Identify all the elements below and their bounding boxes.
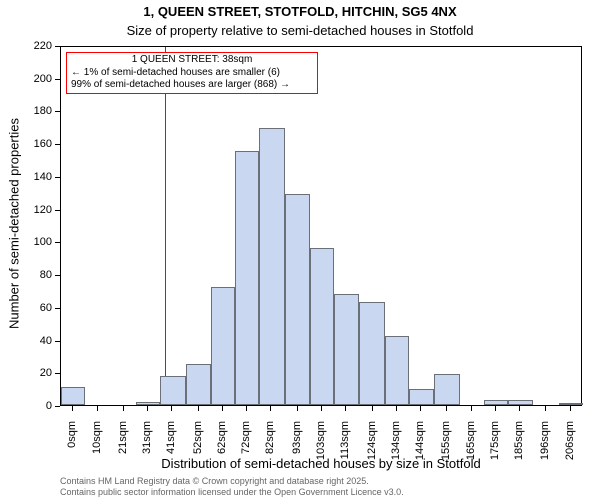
x-tick-label: 206sqm xyxy=(564,421,576,500)
x-tick-label: 31sqm xyxy=(141,421,153,500)
histogram-bar xyxy=(484,400,508,405)
credits-line-1: Contains HM Land Registry data © Crown c… xyxy=(60,476,404,487)
x-tick-label: 134sqm xyxy=(390,421,402,500)
subject-property-marker-line xyxy=(165,47,166,405)
x-tick-mark xyxy=(123,406,124,411)
y-tick-mark xyxy=(55,242,60,243)
x-tick-mark xyxy=(471,406,472,411)
x-tick-label: 196sqm xyxy=(539,421,551,500)
y-tick-label: 0 xyxy=(0,400,52,412)
x-tick-mark xyxy=(420,406,421,411)
x-tick-mark xyxy=(171,406,172,411)
histogram-bar xyxy=(409,389,434,405)
chart-container: 1, QUEEN STREET, STOTFOLD, HITCHIN, SG5 … xyxy=(0,0,600,500)
y-tick-mark xyxy=(55,406,60,407)
x-tick-label: 144sqm xyxy=(414,421,426,500)
annotation-line-3: 99% of semi-detached houses are larger (… xyxy=(71,79,313,92)
y-tick-mark xyxy=(55,308,60,309)
x-tick-label: 155sqm xyxy=(440,421,452,500)
x-tick-label: 41sqm xyxy=(165,421,177,500)
y-tick-label: 200 xyxy=(0,73,52,85)
histogram-bar xyxy=(61,387,85,405)
y-tick-label: 100 xyxy=(0,236,52,248)
y-tick-mark xyxy=(55,144,60,145)
y-tick-mark xyxy=(55,275,60,276)
x-tick-mark xyxy=(198,406,199,411)
y-tick-mark xyxy=(55,111,60,112)
x-tick-label: 165sqm xyxy=(465,421,477,500)
plot-area xyxy=(60,46,582,406)
chart-title-line2: Size of property relative to semi-detach… xyxy=(0,23,600,38)
x-tick-label: 62sqm xyxy=(216,421,228,500)
y-tick-label: 20 xyxy=(0,367,52,379)
y-tick-mark xyxy=(55,341,60,342)
y-tick-mark xyxy=(55,177,60,178)
histogram-bar xyxy=(310,248,334,405)
x-tick-mark xyxy=(396,406,397,411)
histogram-bar xyxy=(186,364,211,405)
annotation-line-1: 1 QUEEN STREET: 38sqm xyxy=(71,54,313,67)
x-tick-mark xyxy=(495,406,496,411)
x-tick-label: 113sqm xyxy=(339,421,351,500)
histogram-bar xyxy=(559,403,583,405)
x-tick-label: 175sqm xyxy=(489,421,501,500)
y-axis-title: Number of semi-detached properties xyxy=(7,74,22,374)
x-tick-mark xyxy=(372,406,373,411)
histogram-bar xyxy=(359,302,384,405)
histogram-bar xyxy=(211,287,235,405)
x-tick-mark xyxy=(270,406,271,411)
credits-line-2: Contains public sector information licen… xyxy=(60,487,404,498)
histogram-bar xyxy=(385,336,409,405)
x-tick-mark xyxy=(72,406,73,411)
x-tick-mark xyxy=(246,406,247,411)
x-tick-mark xyxy=(297,406,298,411)
histogram-bar xyxy=(259,128,284,405)
x-tick-mark xyxy=(222,406,223,411)
y-tick-mark xyxy=(55,373,60,374)
chart-title-line1: 1, QUEEN STREET, STOTFOLD, HITCHIN, SG5 … xyxy=(0,4,600,19)
x-tick-mark xyxy=(97,406,98,411)
y-tick-mark xyxy=(55,46,60,47)
annotation-line-2: ← 1% of semi-detached houses are smaller… xyxy=(71,67,313,80)
y-tick-label: 180 xyxy=(0,105,52,117)
histogram-bar xyxy=(285,194,310,405)
histogram-bar xyxy=(136,402,160,405)
x-tick-mark xyxy=(570,406,571,411)
x-tick-label: 10sqm xyxy=(91,421,103,500)
x-tick-mark xyxy=(345,406,346,411)
x-tick-mark xyxy=(545,406,546,411)
x-tick-label: 124sqm xyxy=(366,421,378,500)
histogram-bar xyxy=(434,374,459,405)
annotation-box: 1 QUEEN STREET: 38sqm ← 1% of semi-detac… xyxy=(66,52,318,94)
histogram-bar xyxy=(235,151,259,405)
x-tick-label: 72sqm xyxy=(240,421,252,500)
y-tick-mark xyxy=(55,79,60,80)
x-tick-label: 185sqm xyxy=(513,421,525,500)
histogram-bar xyxy=(160,376,185,405)
x-tick-label: 21sqm xyxy=(117,421,129,500)
x-tick-mark xyxy=(147,406,148,411)
y-tick-label: 40 xyxy=(0,335,52,347)
y-tick-label: 120 xyxy=(0,204,52,216)
y-tick-label: 60 xyxy=(0,302,52,314)
y-tick-label: 80 xyxy=(0,269,52,281)
y-tick-label: 160 xyxy=(0,138,52,150)
histogram-bar xyxy=(334,294,359,405)
x-tick-label: 0sqm xyxy=(66,421,78,500)
histogram-bar xyxy=(508,400,533,405)
x-tick-label: 52sqm xyxy=(192,421,204,500)
credits: Contains HM Land Registry data © Crown c… xyxy=(60,476,404,499)
y-tick-label: 140 xyxy=(0,171,52,183)
x-tick-mark xyxy=(519,406,520,411)
x-tick-label: 93sqm xyxy=(291,421,303,500)
y-tick-label: 220 xyxy=(0,40,52,52)
x-tick-mark xyxy=(446,406,447,411)
x-tick-mark xyxy=(321,406,322,411)
x-tick-label: 82sqm xyxy=(264,421,276,500)
y-tick-mark xyxy=(55,210,60,211)
x-tick-label: 103sqm xyxy=(315,421,327,500)
